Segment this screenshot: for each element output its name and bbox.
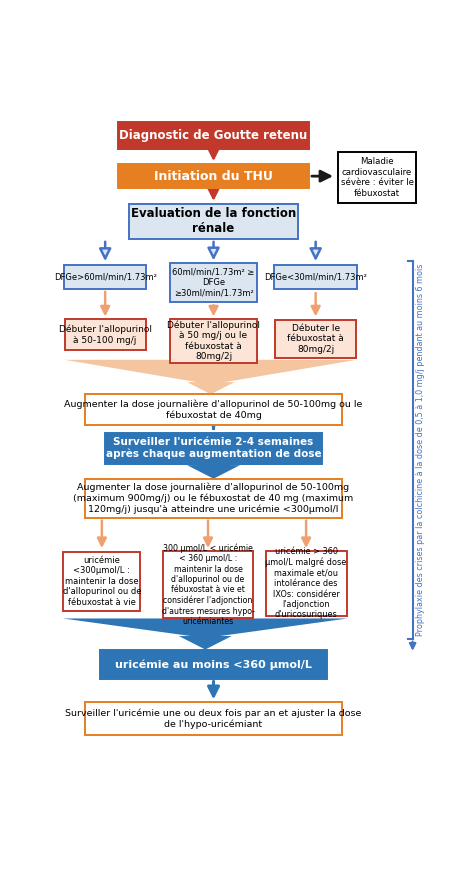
Text: Débuter le
fébuxostat à
80mg/2j: Débuter le fébuxostat à 80mg/2j [287, 324, 344, 353]
Polygon shape [63, 618, 347, 650]
FancyBboxPatch shape [163, 551, 253, 618]
Text: Surveiller l'uricémie 2-4 semaines
après chaque augmentation de dose: Surveiller l'uricémie 2-4 semaines après… [106, 438, 321, 460]
Text: Surveiller l'uricémie une ou deux fois par an et ajuster la dose
de l'hypo-uricé: Surveiller l'uricémie une ou deux fois p… [65, 708, 362, 729]
Text: Evaluation de la fonction
rénale: Evaluation de la fonction rénale [131, 207, 296, 235]
Text: 60ml/min/1.73m² ≥
DFGe
≥30ml/min/1.73m²: 60ml/min/1.73m² ≥ DFGe ≥30ml/min/1.73m² [173, 268, 255, 297]
Text: Augmenter la dose journalière d'allopurinol de 50-100mg ou le
fébuxostat de 40mg: Augmenter la dose journalière d'allopuri… [64, 400, 363, 420]
FancyBboxPatch shape [64, 552, 140, 611]
Text: uricémie
<300μmol/L :
maintenir la dose
d'allopurinol ou de
fébuxostat à vie: uricémie <300μmol/L : maintenir la dose … [63, 556, 141, 607]
Text: 300 μmol/L < uricémie
< 360 μmol/L :
maintenir la dose
d'allopurinol ou de
fébux: 300 μmol/L < uricémie < 360 μmol/L : mai… [162, 543, 255, 626]
Polygon shape [65, 360, 357, 395]
FancyBboxPatch shape [100, 650, 328, 679]
Text: Diagnostic de Goutte retenu: Diagnostic de Goutte retenu [119, 129, 308, 142]
FancyBboxPatch shape [275, 320, 356, 358]
FancyBboxPatch shape [266, 551, 346, 616]
FancyBboxPatch shape [170, 263, 257, 303]
FancyBboxPatch shape [105, 432, 322, 464]
FancyBboxPatch shape [85, 479, 342, 517]
Text: Initiation du THU: Initiation du THU [154, 169, 273, 182]
FancyBboxPatch shape [274, 265, 357, 289]
Text: Débuter l'allopurinol
à 50-100 mg/j: Débuter l'allopurinol à 50-100 mg/j [59, 324, 152, 345]
Text: Débuter l'allopurinol
à 50 mg/j ou le
fébuxostat à
80mg/2j: Débuter l'allopurinol à 50 mg/j ou le fé… [167, 321, 260, 361]
Text: uricémie > 360
μmol/L malgré dose
maximale et/ou
intolérance des
IXOs: considére: uricémie > 360 μmol/L malgré dose maxima… [265, 547, 347, 619]
Text: DFGe>60ml/min/1.73m²: DFGe>60ml/min/1.73m² [54, 272, 156, 282]
Text: DFGe<30ml/min/1.73m²: DFGe<30ml/min/1.73m² [264, 272, 367, 282]
FancyBboxPatch shape [118, 122, 309, 149]
FancyBboxPatch shape [85, 395, 342, 425]
FancyBboxPatch shape [64, 265, 146, 289]
Text: Prophylaxie des crises par la colchicine à la dose de 0,5 à 1,0 mg/j pendant au : Prophylaxie des crises par la colchicine… [416, 263, 425, 636]
FancyBboxPatch shape [129, 203, 298, 239]
Polygon shape [105, 464, 322, 479]
Text: uricémie au moins <360 μmol/L: uricémie au moins <360 μmol/L [115, 660, 312, 670]
FancyBboxPatch shape [65, 319, 146, 351]
Text: Maladie
cardiovasculaire
sévère : éviter le
fébuxostat: Maladie cardiovasculaire sévère : éviter… [340, 157, 413, 197]
FancyBboxPatch shape [85, 702, 342, 735]
FancyBboxPatch shape [170, 319, 257, 362]
Text: Augmenter la dose journalière d'allopurinol de 50-100mg
(maximum 900mg/j) ou le : Augmenter la dose journalière d'allopuri… [73, 482, 354, 514]
FancyBboxPatch shape [118, 164, 309, 189]
FancyBboxPatch shape [337, 153, 417, 203]
